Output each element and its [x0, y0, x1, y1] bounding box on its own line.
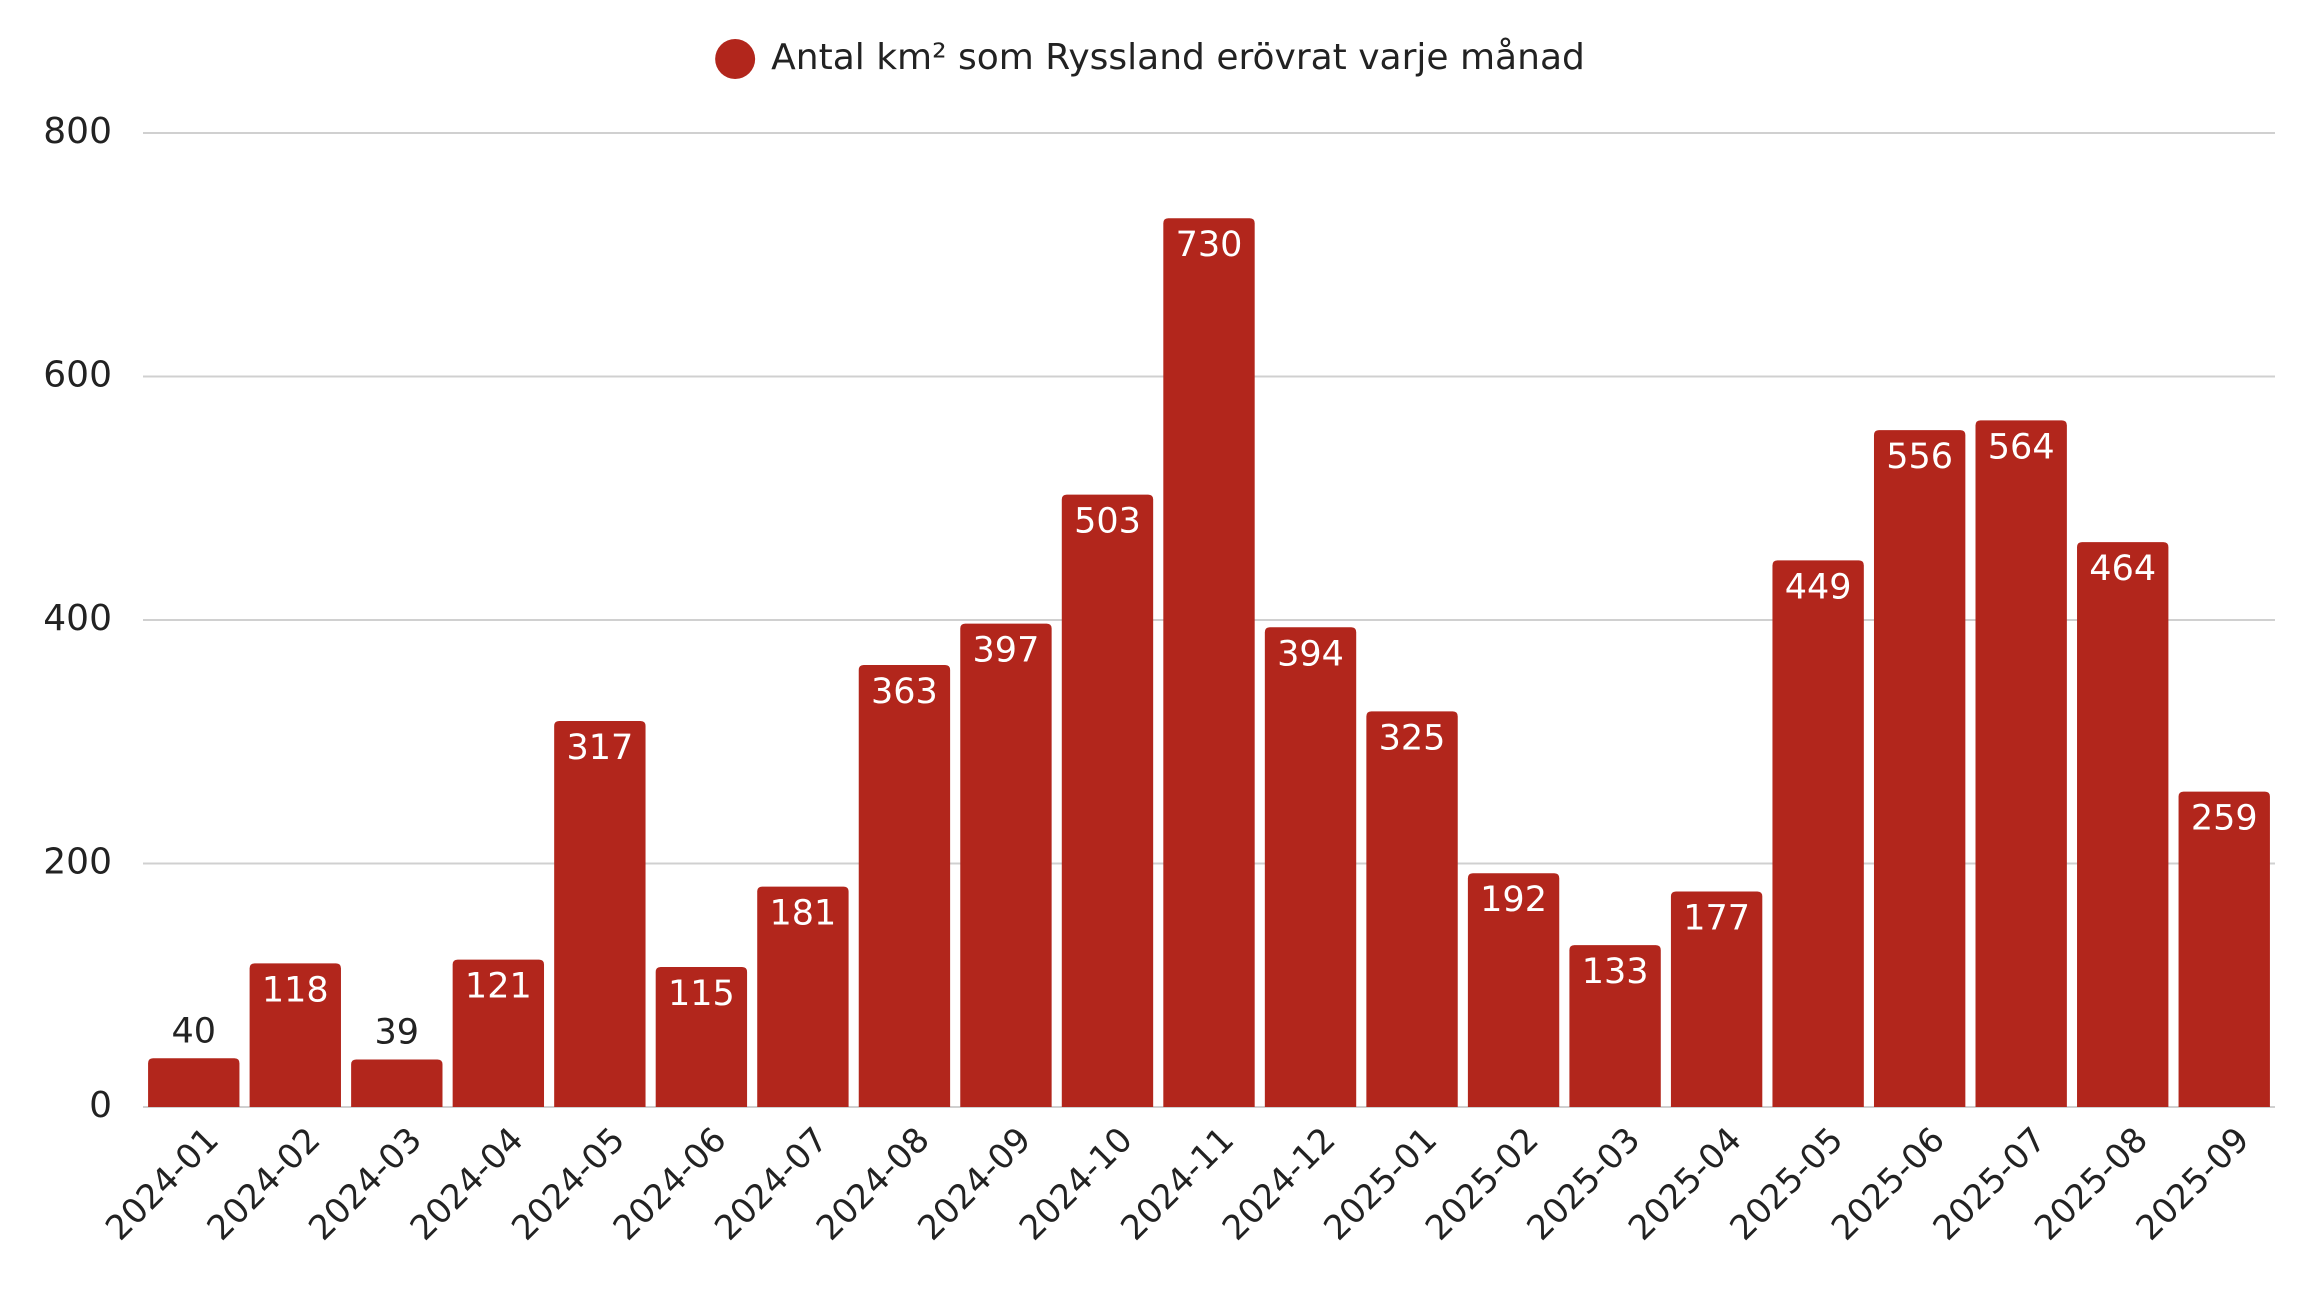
value-label: 317	[566, 728, 633, 768]
bar	[655, 966, 748, 1107]
bar	[1670, 891, 1763, 1107]
bar	[452, 959, 545, 1107]
value-label: 564	[1988, 427, 2055, 467]
bar	[148, 1058, 240, 1107]
bar	[1264, 627, 1357, 1107]
bar	[757, 886, 849, 1107]
value-label: 394	[1277, 634, 1344, 674]
bar	[2178, 791, 2270, 1107]
bar	[1772, 560, 1864, 1107]
value-label: 325	[1379, 718, 1446, 758]
bar	[1569, 945, 1661, 1107]
y-tick-label: 200	[43, 842, 112, 883]
value-label: 192	[1480, 880, 1547, 920]
value-label: 449	[1785, 567, 1852, 607]
bar	[1366, 711, 1458, 1107]
value-label: 133	[1582, 952, 1649, 992]
x-tick-label: 2025-09	[2129, 1120, 2258, 1249]
bar	[351, 1059, 443, 1107]
bar	[858, 665, 951, 1107]
bar	[1873, 430, 1966, 1107]
value-label: 177	[1683, 899, 1750, 939]
legend-swatch	[715, 39, 756, 79]
value-label: 730	[1176, 225, 1243, 265]
y-tick-label: 0	[89, 1085, 112, 1126]
bar	[554, 721, 646, 1107]
y-tick-label: 800	[43, 111, 112, 152]
bar	[960, 623, 1052, 1107]
value-label: 363	[871, 672, 938, 712]
value-label: 464	[2089, 549, 2156, 589]
bar	[1061, 494, 1154, 1107]
value-label: 556	[1886, 437, 1953, 477]
bar	[1467, 873, 1560, 1107]
bar	[1163, 218, 1255, 1108]
value-label: 121	[465, 967, 532, 1007]
value-label: 181	[769, 894, 836, 934]
legend-label: Antal km² som Ryssland erövrat varje mån…	[771, 37, 1585, 78]
value-label: 39	[375, 1013, 420, 1053]
bar	[1975, 420, 2067, 1108]
value-label: 40	[171, 1011, 216, 1051]
value-label: 115	[668, 974, 735, 1014]
value-label: 397	[973, 631, 1040, 671]
y-tick-label: 400	[43, 598, 112, 639]
bar	[2077, 542, 2169, 1107]
value-label: 118	[262, 970, 329, 1010]
value-label: 259	[2191, 799, 2258, 839]
bar	[249, 963, 341, 1107]
value-label: 503	[1074, 502, 1141, 542]
y-tick-label: 600	[43, 355, 112, 396]
